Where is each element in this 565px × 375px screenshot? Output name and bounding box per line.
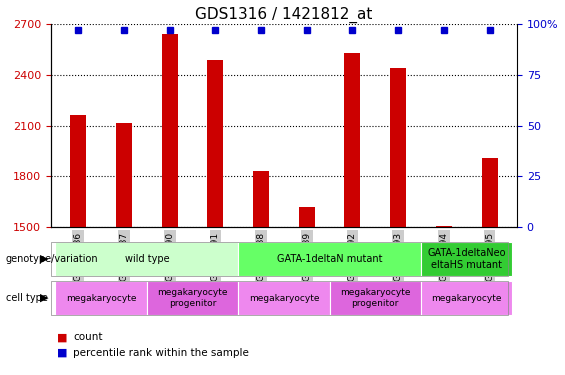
Bar <box>436 226 452 227</box>
Bar <box>238 281 329 315</box>
Text: ▶: ▶ <box>40 293 48 303</box>
Bar <box>421 281 512 315</box>
Text: megakaryocyte: megakaryocyte <box>66 294 136 303</box>
Text: ■: ■ <box>56 333 67 342</box>
Text: genotype/variation: genotype/variation <box>6 254 98 264</box>
Text: percentile rank within the sample: percentile rank within the sample <box>73 348 249 357</box>
Bar <box>55 242 238 276</box>
Text: cell type: cell type <box>6 293 47 303</box>
Bar <box>70 115 86 227</box>
Bar <box>299 207 315 227</box>
Title: GDS1316 / 1421812_at: GDS1316 / 1421812_at <box>195 7 372 23</box>
Text: GATA-1deltaN mutant: GATA-1deltaN mutant <box>277 254 383 264</box>
Bar <box>481 158 498 227</box>
Text: megakaryocyte
progenitor: megakaryocyte progenitor <box>340 288 411 308</box>
Bar <box>345 53 360 227</box>
Bar <box>207 60 223 227</box>
Bar <box>162 34 177 227</box>
Text: GATA-1deltaNeo
eltaHS mutant: GATA-1deltaNeo eltaHS mutant <box>428 248 506 270</box>
Bar <box>253 171 269 227</box>
Text: megakaryocyte: megakaryocyte <box>432 294 502 303</box>
Bar <box>329 281 421 315</box>
Bar <box>238 242 421 276</box>
Bar <box>116 123 132 227</box>
Bar <box>421 242 512 276</box>
Text: count: count <box>73 333 103 342</box>
Text: ▶: ▶ <box>40 254 48 264</box>
Bar <box>55 281 147 315</box>
Text: megakaryocyte: megakaryocyte <box>249 294 319 303</box>
Text: ■: ■ <box>56 348 67 357</box>
Bar <box>390 68 406 227</box>
Bar <box>147 281 238 315</box>
Text: megakaryocyte
progenitor: megakaryocyte progenitor <box>157 288 228 308</box>
Text: wild type: wild type <box>124 254 169 264</box>
